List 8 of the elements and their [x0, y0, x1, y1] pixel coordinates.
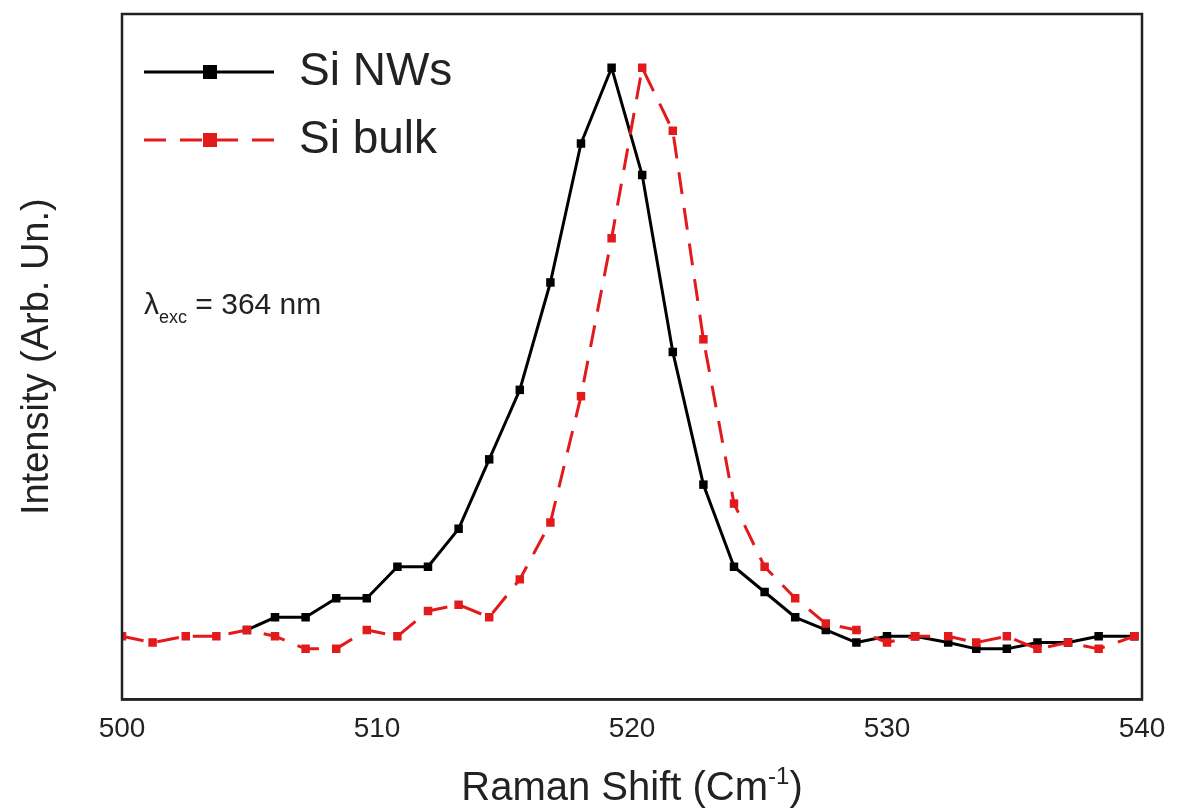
- x-tick-label: 540: [1118, 711, 1166, 743]
- x-tick-label: 500: [98, 711, 146, 743]
- x-tick-label: 530: [863, 711, 911, 743]
- legend-label: Si bulk: [299, 110, 439, 163]
- x-tick-label: 520: [608, 711, 656, 743]
- x-tick-label: 510: [353, 711, 401, 743]
- y-axis-title: Intensity (Arb. Un.): [14, 198, 56, 516]
- legend-label: Si NWs: [299, 42, 453, 95]
